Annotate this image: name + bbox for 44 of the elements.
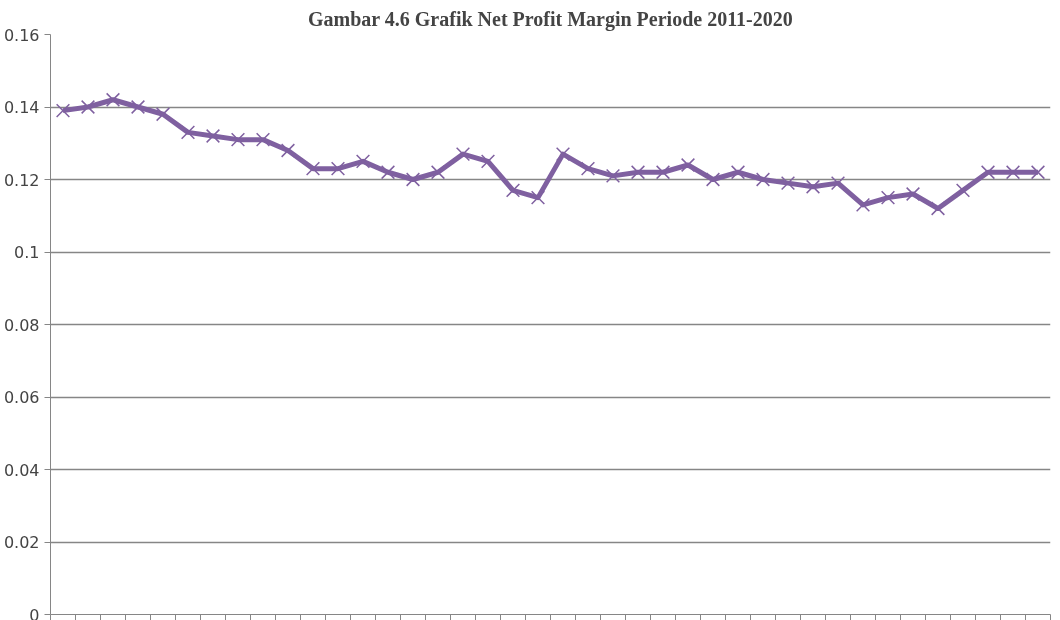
point: [380, 165, 396, 180]
point: [805, 179, 821, 194]
point: [255, 132, 271, 147]
point: [355, 154, 371, 169]
point: [405, 172, 421, 187]
point: [705, 172, 721, 187]
chart-title: Gambar 4.6 Grafik Net Profit Margin Periode 2011-2020: [307, 7, 793, 31]
point: [580, 161, 596, 176]
point: [105, 92, 121, 107]
point: [80, 99, 96, 115]
y-tick-label: 0: [29, 605, 40, 620]
y-tick-label: 0.06: [3, 388, 40, 407]
point: [530, 190, 546, 205]
point: [130, 99, 146, 115]
point: [230, 132, 246, 147]
point: [430, 165, 446, 180]
y-tick-label: 0.02: [3, 533, 40, 552]
y-tick-label: 0.14: [3, 98, 40, 117]
point: [1005, 165, 1021, 180]
y-tick-label: 0.08: [3, 315, 40, 335]
point: [280, 143, 296, 158]
point: [330, 161, 346, 176]
point: [55, 103, 71, 118]
point: [205, 128, 221, 144]
point: [155, 107, 171, 122]
point: [305, 161, 321, 176]
point: [905, 186, 921, 202]
point: [655, 165, 671, 180]
point: [1030, 165, 1046, 180]
point: [630, 165, 646, 180]
y-tick-label: 0.04: [3, 460, 40, 480]
point: [880, 190, 896, 205]
y-tick-label: 0.16: [3, 25, 40, 45]
point: [180, 125, 196, 140]
point: [755, 172, 771, 187]
point: [480, 154, 496, 169]
point: [780, 176, 796, 191]
point: [930, 201, 946, 216]
y-tick-label: 0.12: [3, 170, 40, 190]
point: [980, 165, 996, 180]
point: [605, 168, 621, 183]
y-tick-label: 0.1: [14, 243, 40, 262]
point: [505, 183, 521, 198]
point: [730, 165, 746, 180]
